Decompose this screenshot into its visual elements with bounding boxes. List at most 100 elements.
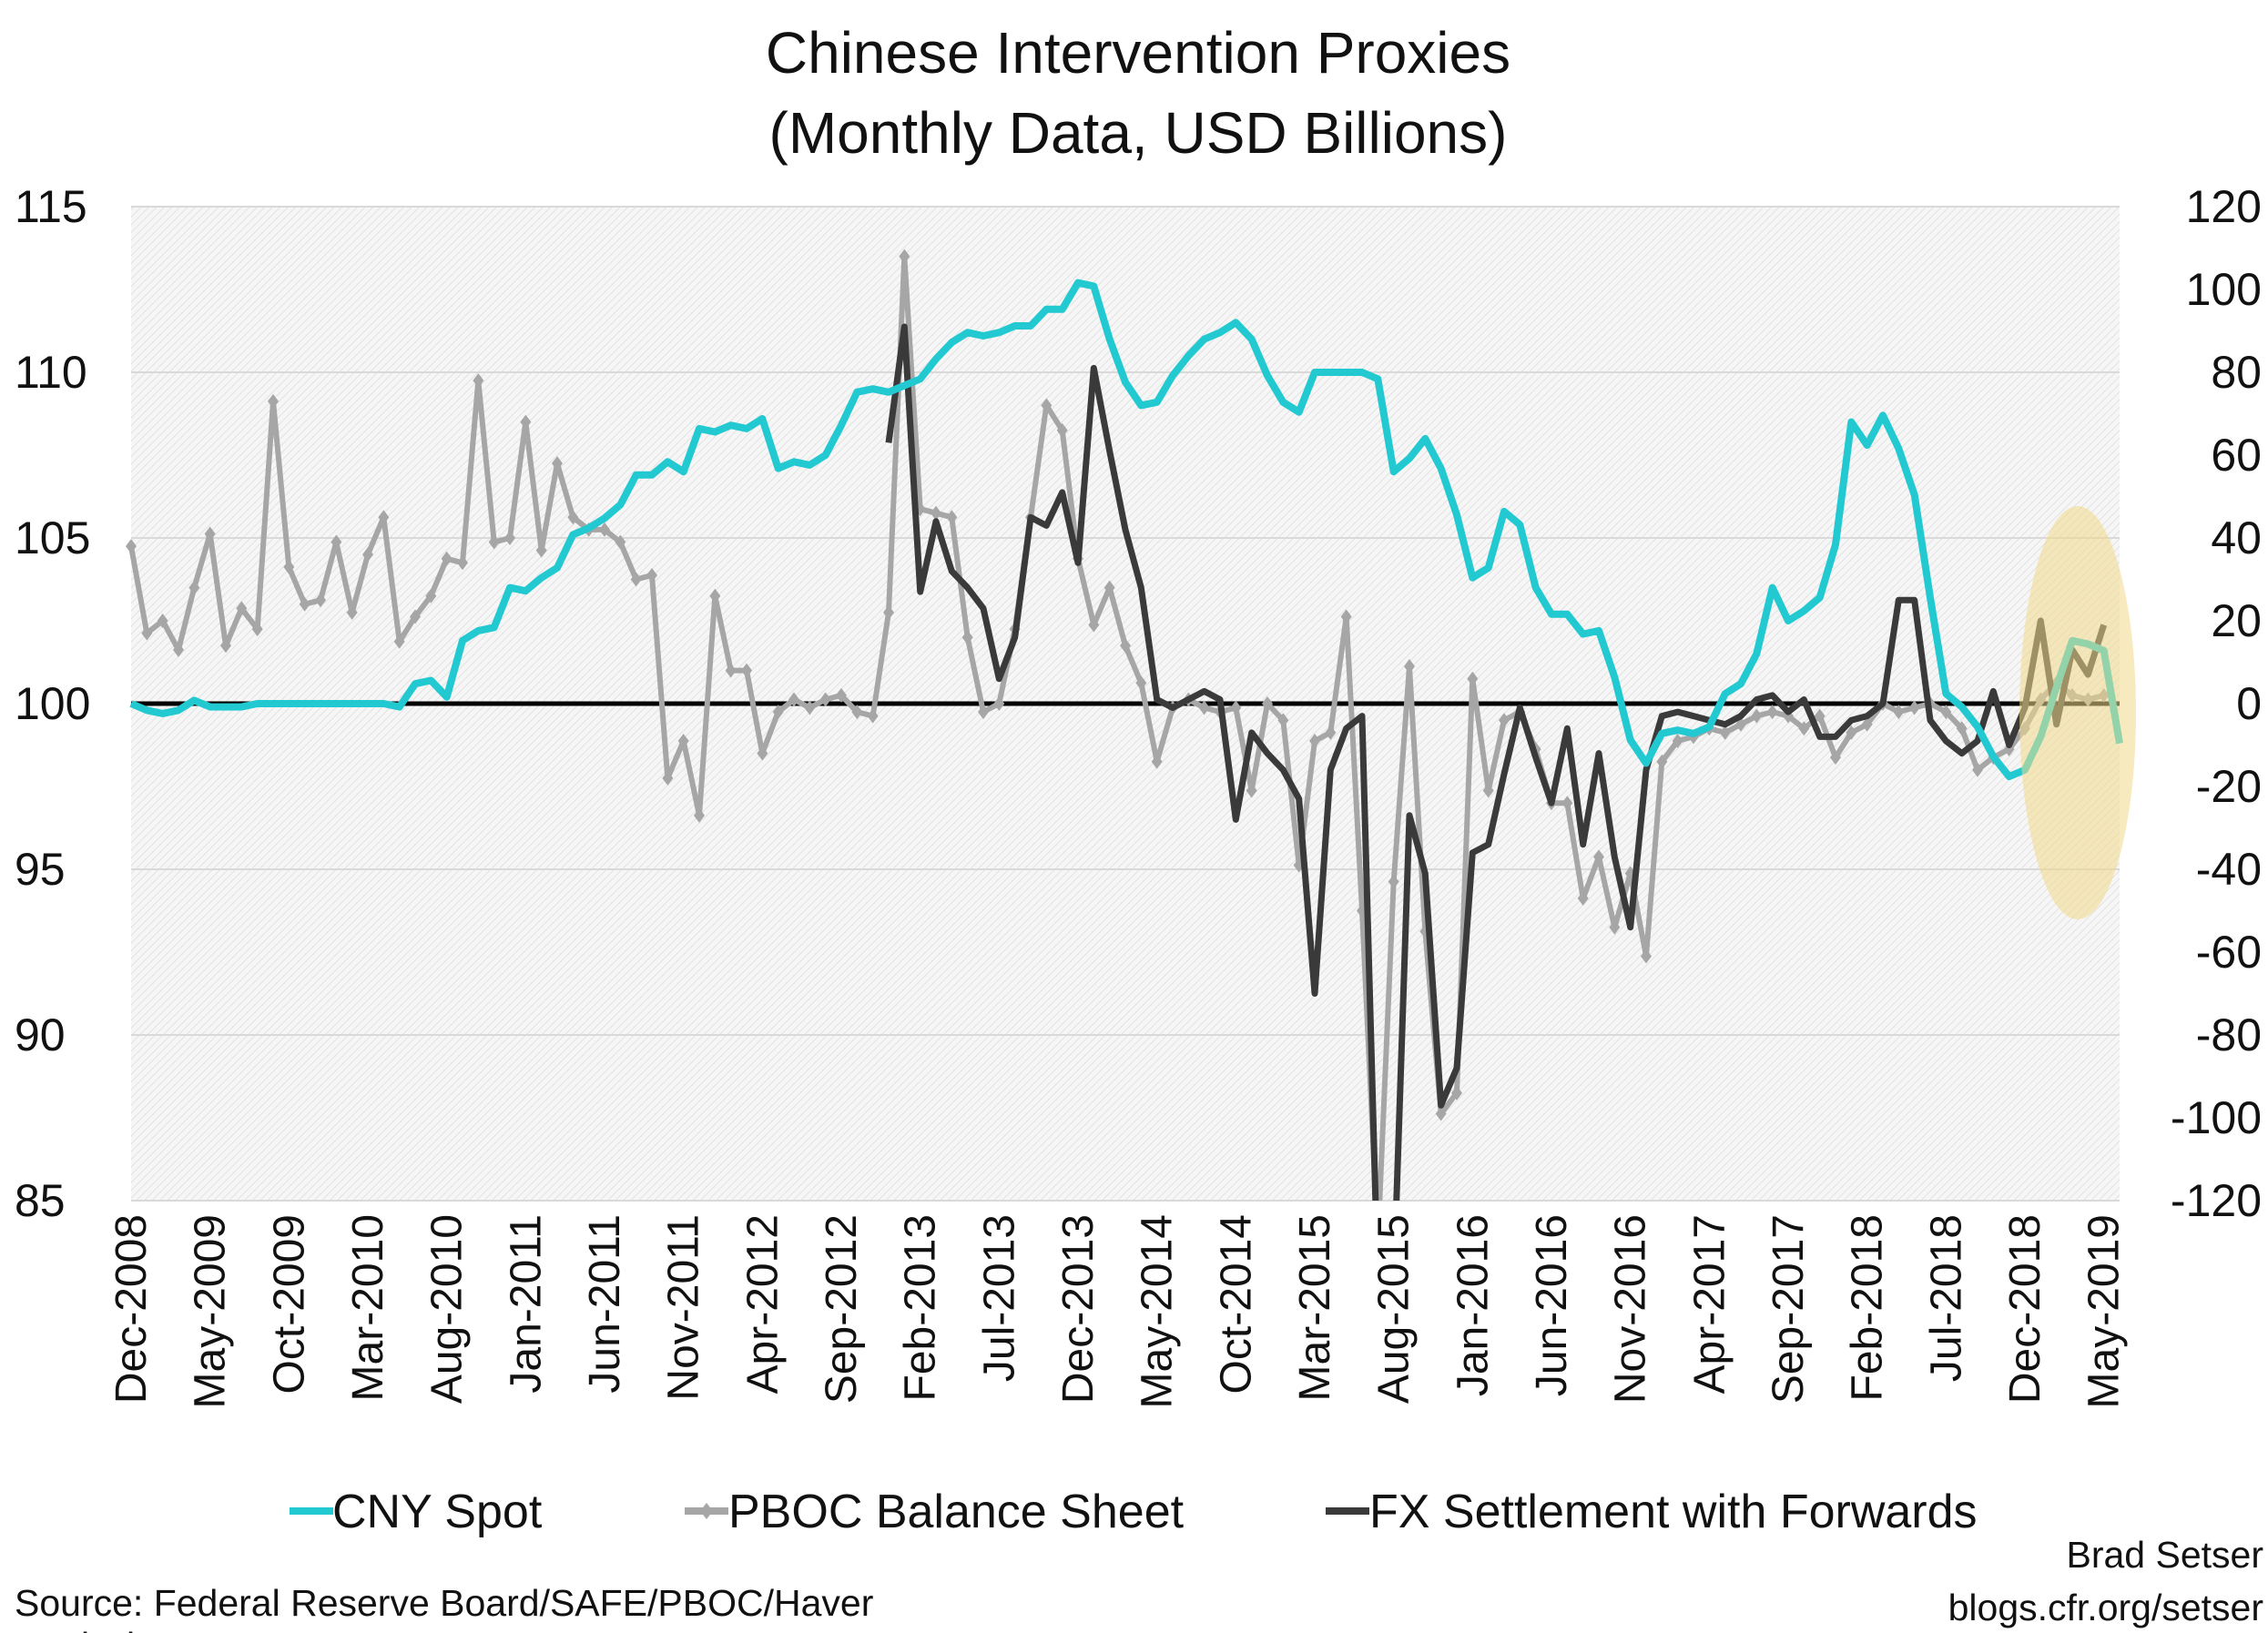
x-tick-label: Nov-2011: [660, 1214, 708, 1401]
pboc-data-point: [851, 705, 863, 720]
pboc-data-point: [1577, 890, 1589, 906]
pboc-data-point: [1861, 716, 1873, 732]
pboc-data-point: [520, 414, 532, 430]
y-right-tick-label: -40: [2196, 844, 2262, 895]
pboc-data-point: [315, 593, 326, 608]
y-left-tick-label: 90: [15, 1009, 66, 1060]
source-line-2: Analysis: [15, 1625, 154, 1633]
pboc-data-point: [126, 539, 137, 554]
x-tick-label: Apr-2012: [738, 1214, 787, 1394]
pboc-data-point: [1230, 700, 1242, 715]
pboc-data-point: [677, 733, 689, 748]
pboc-data-point: [1940, 705, 1952, 720]
y-right-tick-label: 40: [2211, 512, 2262, 563]
pboc-data-point: [646, 567, 657, 583]
y-right-tick-label: 20: [2211, 595, 2262, 646]
x-tick-label: Oct-2009: [265, 1214, 313, 1394]
pboc-data-point: [1340, 609, 1352, 624]
y-right-tick-label: -100: [2171, 1092, 2262, 1143]
pboc-data-point: [236, 601, 248, 616]
pboc-data-point: [1814, 708, 1826, 724]
pboc-data-point: [946, 510, 958, 525]
legend-label: CNY Spot: [332, 1486, 543, 1538]
pboc-data-point: [1103, 580, 1115, 595]
pboc-data-point: [757, 746, 768, 761]
pboc-data-point: [1388, 874, 1399, 889]
x-tick-label: Apr-2017: [1685, 1214, 1734, 1394]
y-left-tick-label: 95: [15, 844, 66, 895]
pboc-data-point: [1908, 700, 1920, 715]
pboc-data-point: [788, 692, 799, 707]
pboc-data-point: [1135, 675, 1147, 691]
pboc-data-point: [283, 559, 295, 574]
pboc-data-point: [1593, 849, 1604, 865]
pboc-data-point: [1846, 725, 1857, 740]
pboc-data-point: [331, 534, 342, 550]
highlight-ellipse: [2019, 506, 2136, 919]
x-tick-label: May-2014: [1134, 1214, 1182, 1408]
pboc-data-point: [1041, 398, 1053, 413]
pboc-data-point: [1451, 1085, 1462, 1100]
pboc-data-point: [599, 522, 610, 537]
pboc-data-point: [867, 708, 879, 724]
pboc-data-point: [993, 696, 1005, 711]
x-tick-label: Jul-2013: [975, 1214, 1023, 1382]
pboc-data-point: [1893, 705, 1905, 720]
pboc-data-point: [488, 534, 500, 550]
pboc-data-point: [1262, 696, 1273, 711]
pboc-data-point: [441, 551, 453, 566]
blog-url: blogs.cfr.org/setser: [1948, 1587, 2263, 1628]
x-tick-label: Dec-2018: [2001, 1214, 2049, 1404]
pboc-data-point: [694, 807, 705, 823]
pboc-data-point: [709, 588, 721, 604]
y-right-tick-label: 0: [2236, 678, 2262, 729]
pboc-data-point: [1499, 713, 1510, 728]
pboc-data-point: [1672, 733, 1683, 748]
pboc-data-point: [567, 510, 579, 525]
pboc-data-point: [1766, 705, 1778, 720]
x-tick-label: Feb-2013: [897, 1214, 945, 1401]
pboc-data-point: [552, 456, 563, 472]
pboc-data-point: [362, 547, 373, 563]
y-right-tick-label: 100: [2186, 264, 2262, 315]
pboc-data-point: [725, 663, 737, 678]
pboc-data-point: [1798, 721, 1810, 736]
y-right-tick-label: 80: [2211, 347, 2262, 398]
series-line-cny-spot: [129, 279, 2123, 781]
x-tick-label: Feb-2018: [1844, 1214, 1892, 1401]
pboc-data-point: [961, 630, 973, 645]
source-line-1: Source: Federal Reserve Board/SAFE/PBOC/…: [15, 1582, 873, 1624]
pboc-data-point: [188, 580, 200, 595]
y-right-tick-label: 60: [2211, 430, 2262, 481]
y-left-tick-label: 85: [15, 1175, 66, 1226]
pboc-data-point: [473, 373, 484, 389]
pboc-data-point: [141, 625, 153, 641]
pboc-data-point: [1056, 422, 1068, 438]
chart-subtitle: (Monthly Data, USD Billions): [769, 100, 1508, 166]
x-tick-label: Nov-2016: [1607, 1214, 1655, 1404]
y-left-tick-label: 115: [15, 181, 87, 232]
pboc-data-point: [819, 692, 831, 707]
chart-title: Chinese Intervention Proxies: [766, 20, 1510, 86]
x-tick-label: Jan-2016: [1449, 1214, 1497, 1396]
pboc-data-point: [1198, 700, 1210, 715]
x-tick-label: Jun-2011: [581, 1214, 629, 1394]
pboc-data-point: [157, 614, 168, 628]
x-tick-label: Sep-2017: [1765, 1214, 1813, 1404]
pboc-data-point: [1467, 671, 1479, 686]
y-right-tick-label: -60: [2196, 927, 2262, 978]
y-left-tick-label: 105: [15, 512, 90, 563]
pboc-data-point: [741, 663, 752, 678]
pboc-data-point: [1830, 750, 1841, 766]
pboc-data-point: [299, 596, 310, 612]
pboc-data-point: [1609, 919, 1621, 935]
pboc-data-point: [1956, 721, 1968, 736]
pboc-data-point: [1325, 725, 1337, 740]
pboc-data-point: [1277, 713, 1289, 728]
pboc-data-point: [378, 510, 390, 525]
pboc-data-point: [204, 526, 216, 542]
pboc-data-point: [931, 505, 941, 521]
pboc-data-point: [1719, 725, 1731, 740]
x-tick-label: Dec-2008: [107, 1214, 156, 1404]
